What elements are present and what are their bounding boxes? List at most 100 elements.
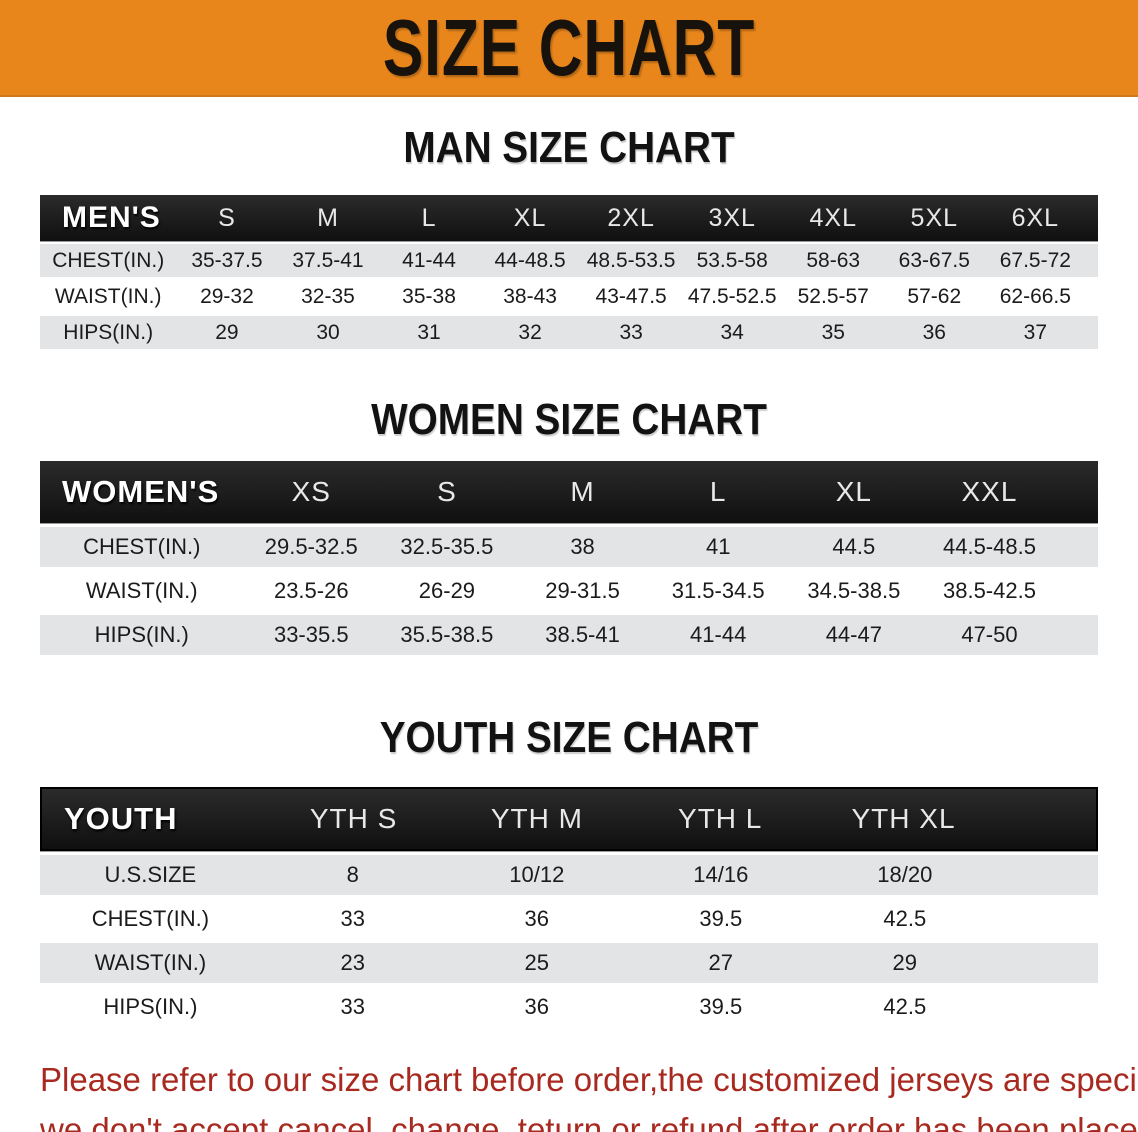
size-value-cell: 34 [720,320,744,344]
size-value-cell: 47.5-52.5 [687,284,777,308]
size-value-cell: 35-38 [402,284,456,308]
size-value-cell: 36 [922,320,946,344]
size-value-cell: 67.5-72 [999,248,1071,272]
women-section-heading: WOMEN SIZE CHART [371,395,767,444]
size-value-cell: 29 [215,320,239,344]
banner: SIZE CHART [0,0,1138,97]
size-value-cell: 30 [316,320,340,344]
size-value-cell: 58-63 [806,248,861,272]
men-size-table: MEN'S S M L XL 2XL 3XL 4XL 5XL 6XL CHEST(IN.) 35-37… [40,195,1098,349]
size-value-cell: 8 [346,862,359,887]
size-value-cell: 36 [524,906,550,931]
table-title-cell: WOMEN'S [62,474,220,509]
table-row: HIPS(IN.) 33-35.5 35.5-38.5 38.5-41 41-44 44-… [40,615,1098,655]
table-row: CHEST(IN.) 33 36 39.5 42.5 [40,899,1098,939]
size-value-cell: 37.5-41 [292,248,364,272]
table-row: HIPS(IN.) 33 36 39.5 42.5 [40,987,1098,1027]
size-value-cell: 38.5-41 [545,622,620,647]
size-value-cell: 34.5-38.5 [807,578,901,603]
size-value-cell: 42.5 [883,906,927,931]
size-value-cell: 35.5-38.5 [400,622,494,647]
size-column-header: 4XL [809,203,857,232]
size-value-cell: 44.5-48.5 [942,534,1036,559]
youth-section-heading: YOUTH SIZE CHART [379,713,759,762]
row-label: WAIST(IN.) [94,950,207,975]
size-value-cell: 29-32 [200,284,254,308]
size-value-cell: 53.5-58 [696,248,768,272]
row-label: HIPS(IN.) [63,320,154,344]
size-value-cell: 32.5-35.5 [400,534,494,559]
size-value-cell: 41 [705,534,731,559]
size-value-cell: 27 [708,950,734,975]
row-label: CHEST(IN.) [91,906,210,931]
size-column-header: XL [513,203,547,232]
size-value-cell: 39.5 [699,906,743,931]
row-label: CHEST(IN.) [83,534,201,559]
size-column-header: 5XL [910,203,959,232]
size-value-cell: 35 [821,320,845,344]
size-column-header: L [421,203,437,232]
women-size-table: WOMEN'S XS S M L XL XXL CHEST(IN.) 29.5-32.5 32.5… [40,461,1098,655]
size-value-cell: 44.5 [832,534,876,559]
size-column-header: XS [291,476,331,507]
size-value-cell: 14/16 [693,862,749,887]
size-value-cell: 62-66.5 [999,284,1071,308]
size-value-cell: 43-47.5 [595,284,667,308]
table-row: U.S.SIZE 8 10/12 14/16 18/20 [40,855,1098,895]
table-title-cell: MEN'S [62,201,161,234]
size-value-cell: 42.5 [883,994,927,1019]
size-value-cell: 33 [619,320,643,344]
size-value-cell: 23 [340,950,366,975]
size-value-cell: 37 [1023,320,1048,344]
row-label: U.S.SIZE [104,862,197,887]
size-value-cell: 31.5-34.5 [671,578,765,603]
size-column-header: L [709,476,727,507]
table-title-cell: YOUTH [64,801,178,836]
row-label: HIPS(IN.) [94,622,189,647]
size-value-cell: 39.5 [699,994,743,1019]
size-value-cell: 23.5-26 [273,578,349,603]
size-value-cell: 10/12 [509,862,565,887]
youth-size-table: YOUTH YTH S YTH M YTH L YTH XL U.S.SIZE 8 10/12… [40,787,1098,1027]
size-value-cell: 29 [892,950,918,975]
row-label: HIPS(IN.) [103,994,198,1019]
page-title: SIZE CHART [382,2,756,93]
size-column-header: YTH XL [851,803,956,834]
table-header-row: MEN'S S M L XL 2XL 3XL 4XL 5XL 6XL [40,195,1098,241]
size-column-header: 2XL [607,203,655,232]
size-column-header: M [317,203,339,232]
table-header-row: YOUTH YTH S YTH M YTH L YTH XL [40,787,1098,851]
size-value-cell: 44-48.5 [494,248,566,272]
row-label: WAIST(IN.) [85,578,198,603]
size-column-header: YTH M [490,803,583,834]
man-section-heading: MAN SIZE CHART [403,123,735,172]
size-value-cell: 57-62 [907,284,962,308]
size-value-cell: 38 [570,534,595,559]
size-column-header: YTH L [678,803,763,834]
disclaimer-line-1: Please refer to our size chart before or… [40,1061,1138,1098]
size-value-cell: 47-50 [961,622,1018,647]
size-value-cell: 33 [340,906,366,931]
size-value-cell: 26-29 [418,578,476,603]
size-value-cell: 48.5-53.5 [586,248,676,272]
size-value-cell: 36 [524,994,550,1019]
size-value-cell: 31 [417,320,441,344]
size-value-cell: 41-44 [690,622,747,647]
size-column-header: 6XL [1011,203,1060,232]
size-column-header: S [218,203,236,232]
table-row: WAIST(IN.) 23 25 27 29 [40,943,1098,983]
size-column-header: YTH S [309,803,398,834]
size-value-cell: 29.5-32.5 [264,534,358,559]
size-value-cell: 32 [518,320,542,344]
table-row: CHEST(IN.) 29.5-32.5 32.5-35.5 38 41 44.5 44.5… [40,527,1098,567]
row-label: WAIST(IN.) [54,284,162,308]
table-row: CHEST(IN.) 35-37.5 37.5-41 41-44 44-48.5 48.5… [40,244,1098,277]
size-value-cell: 33-35.5 [273,622,349,647]
size-column-header: XXL [961,476,1018,507]
disclaimer-line-2: we don't accept cancel, change, teturn o… [40,1111,1138,1132]
size-column-header: 3XL [708,203,756,232]
size-value-cell: 18/20 [877,862,933,887]
size-value-cell: 63-67.5 [898,248,970,272]
table-row: WAIST(IN.) 23.5-26 26-29 29-31.5 31.5-34.5 34… [40,571,1098,611]
